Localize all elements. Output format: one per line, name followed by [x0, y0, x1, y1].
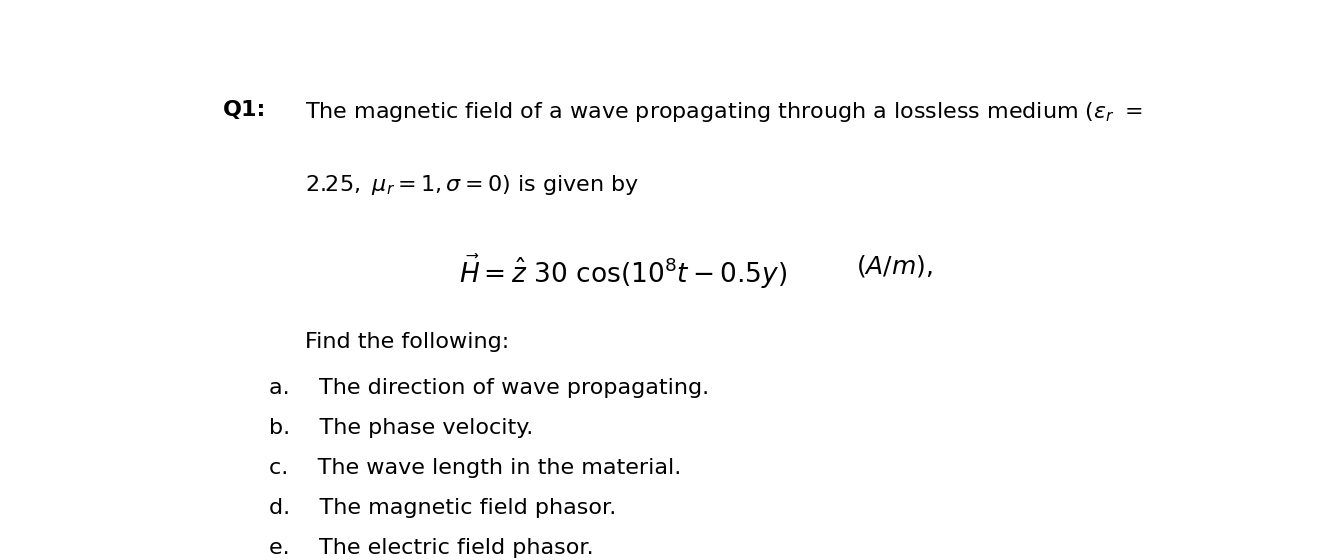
Text: $(A/m),$: $(A/m),$ [855, 253, 932, 279]
Text: Q1:: Q1: [223, 100, 266, 119]
Text: $2.25,\ \mu_r = 1, \sigma = 0)$ is given by: $2.25,\ \mu_r = 1, \sigma = 0)$ is given… [305, 173, 639, 197]
Text: a.  The direction of wave propagating.: a. The direction of wave propagating. [268, 377, 709, 398]
Text: e.  The electric field phasor.: e. The electric field phasor. [268, 538, 594, 558]
Text: Find the following:: Find the following: [305, 333, 509, 352]
Text: The magnetic field of a wave propagating through a lossless medium $(\epsilon_r\: The magnetic field of a wave propagating… [305, 100, 1142, 124]
Text: b.  The phase velocity.: b. The phase velocity. [268, 418, 533, 438]
Text: d.  The magnetic field phasor.: d. The magnetic field phasor. [268, 498, 616, 518]
Text: c.  The wave length in the material.: c. The wave length in the material. [268, 458, 681, 478]
Text: $\vec{H} = \hat{z}\ 30\ \cos(10^8 t - 0.5y)$: $\vec{H} = \hat{z}\ 30\ \cos(10^8 t - 0.… [459, 253, 788, 291]
